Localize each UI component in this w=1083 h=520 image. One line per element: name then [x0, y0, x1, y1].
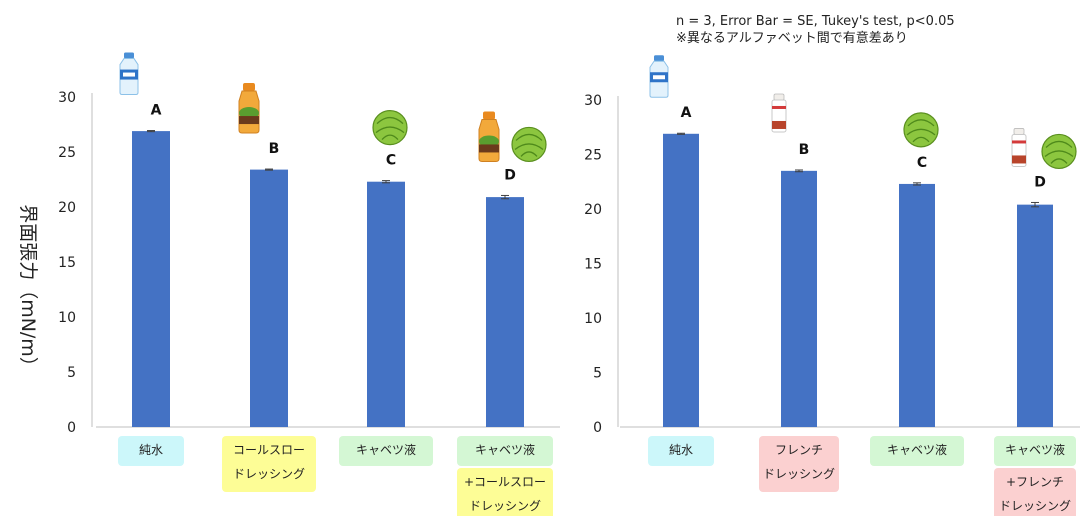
french-liquid	[1012, 155, 1026, 164]
category-label: ドレッシング	[999, 499, 1071, 513]
cabbage-vein	[912, 136, 930, 143]
significance-letter: A	[151, 103, 162, 119]
y-tick-label: 0	[593, 420, 602, 436]
category-label-box	[870, 436, 964, 466]
category-label: キャベツ液	[1005, 442, 1065, 457]
note-line-2: ※異なるアルファベット間で有意差あり	[676, 30, 908, 46]
category-label: +コールスロー	[464, 475, 546, 489]
french-dressing-icon	[771, 93, 787, 133]
french-cap	[773, 93, 785, 101]
category-label: キャベツ液	[887, 442, 947, 457]
note-line-1: n = 3, Error Bar = SE, Tukey's test, p<0…	[676, 14, 955, 29]
bottle-label-mark	[123, 72, 135, 77]
category-label-box	[118, 436, 184, 466]
cabbage-vein	[1050, 158, 1068, 164]
category-label: 純水	[669, 443, 693, 457]
category-label: +フレンチ	[1006, 475, 1064, 489]
bar	[1017, 204, 1053, 427]
y-tick-label: 20	[584, 202, 602, 218]
water-bottle-icon	[649, 55, 669, 98]
cabbage-vein	[520, 151, 538, 157]
y-tick-label: 0	[67, 420, 76, 436]
cabbage-icon	[903, 112, 939, 148]
cabbage-vein	[514, 143, 544, 150]
cabbage-vein	[381, 134, 399, 141]
category-label: コールスロー	[233, 443, 305, 457]
category-label-box	[759, 436, 839, 492]
dressing-label-band	[239, 116, 259, 125]
water-bottle-icon	[119, 52, 139, 96]
y-tick-label: 20	[58, 200, 76, 216]
y-tick-label: 30	[58, 90, 76, 106]
category-label: ドレッシング	[763, 467, 835, 481]
category-label: キャベツ液	[475, 442, 535, 457]
significance-letter: D	[504, 167, 516, 183]
french-liquid	[772, 120, 786, 129]
french-stripe	[1012, 140, 1026, 144]
category-label: フレンチ	[775, 443, 823, 457]
cabbage-icon	[1041, 133, 1077, 170]
y-tick-label: 30	[584, 93, 602, 109]
category-label: ドレッシング	[469, 499, 541, 513]
y-tick-label: 15	[584, 257, 602, 273]
significance-letter: B	[799, 142, 810, 158]
cabbage-icon	[372, 109, 408, 146]
french-cap	[1013, 128, 1025, 135]
bottle-cap	[124, 52, 134, 59]
chart-panel: 051015202530A純水BコールスロードレッシングCキャベツ液Dキャベツ液…	[58, 52, 560, 520]
significance-letter: B	[269, 141, 280, 157]
cabbage-vein	[907, 119, 935, 127]
y-tick-label: 15	[58, 255, 76, 271]
bar	[486, 197, 524, 427]
cabbage-vein	[1044, 150, 1074, 157]
category-label-box	[994, 468, 1076, 520]
cabbage-icon	[511, 126, 547, 163]
cabbage-vein	[376, 116, 404, 125]
bar	[781, 170, 817, 427]
significance-letter: A	[681, 105, 692, 121]
y-tick-label: 10	[58, 310, 76, 326]
category-label-box	[222, 436, 316, 492]
coleslaw-dressing-icon	[478, 111, 500, 162]
bar	[367, 181, 405, 427]
y-axis-label: 界面張力（mN/m）	[17, 204, 39, 376]
category-label: キャベツ液	[356, 442, 416, 457]
bar	[899, 183, 935, 427]
french-stripe	[772, 105, 786, 109]
bar	[250, 169, 288, 427]
y-tick-label: 10	[584, 311, 602, 327]
y-tick-label: 5	[593, 366, 602, 382]
bottle-label-mark	[653, 75, 665, 80]
category-label-box	[339, 436, 433, 466]
category-label: ドレッシング	[233, 467, 305, 481]
french-dressing-icon	[1011, 128, 1027, 167]
cabbage-vein	[375, 126, 405, 134]
significance-letter: C	[386, 153, 396, 169]
coleslaw-dressing-icon	[238, 83, 260, 134]
dressing-cap	[483, 111, 495, 120]
cabbage-vein	[906, 128, 936, 136]
category-label-box	[648, 436, 714, 466]
significance-letter: D	[1034, 174, 1046, 190]
bottle-cap	[654, 55, 664, 62]
y-tick-label: 25	[58, 145, 76, 161]
significance-letter: C	[917, 155, 927, 171]
cabbage-vein	[1045, 140, 1073, 148]
y-tick-label: 5	[67, 365, 76, 381]
bar	[132, 131, 170, 427]
category-label-box	[457, 468, 553, 520]
dressing-label-band	[479, 144, 499, 153]
bar	[663, 133, 699, 428]
category-label-box	[994, 436, 1076, 466]
cabbage-vein	[515, 133, 543, 141]
dressing-cap	[243, 83, 255, 92]
y-tick-label: 25	[584, 148, 602, 164]
category-label-box	[457, 436, 553, 466]
category-label: 純水	[139, 443, 163, 457]
